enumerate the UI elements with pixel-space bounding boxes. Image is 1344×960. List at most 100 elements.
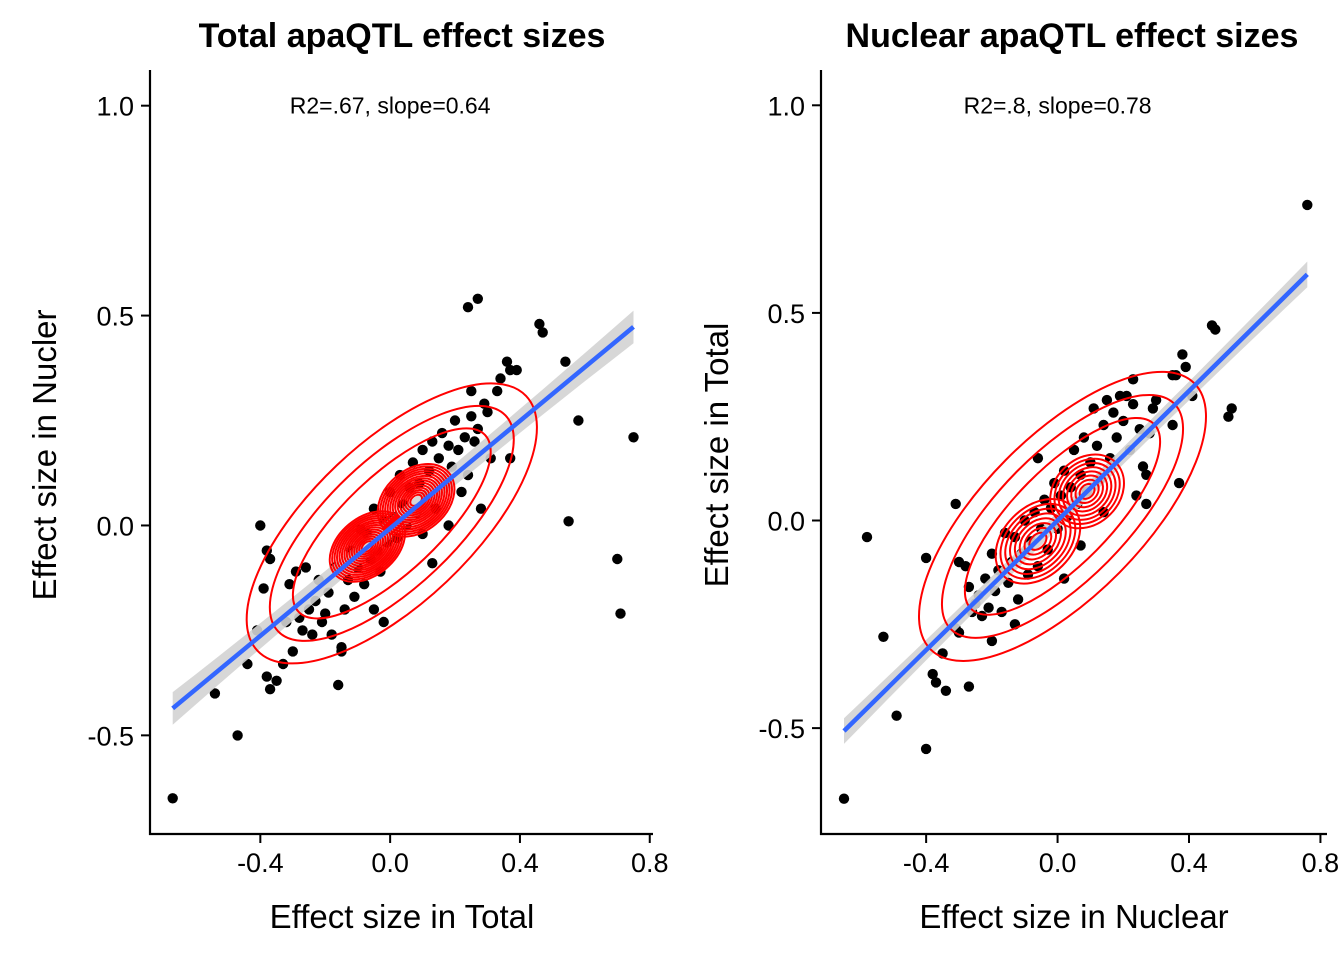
data-point xyxy=(612,553,623,565)
data-point xyxy=(838,793,850,804)
data-point xyxy=(261,671,272,682)
data-point xyxy=(492,385,503,397)
data-point xyxy=(628,432,639,443)
data-point xyxy=(472,293,483,304)
plot-area xyxy=(838,199,1313,804)
data-point xyxy=(1032,453,1044,464)
data-point xyxy=(1210,324,1221,335)
data-point xyxy=(1101,394,1113,406)
data-point xyxy=(1147,403,1159,414)
data-point xyxy=(1141,469,1152,480)
x-tick-label: -0.4 xyxy=(237,848,284,878)
density-contour xyxy=(404,489,428,512)
data-point xyxy=(475,503,487,514)
y-tick-label: -0.5 xyxy=(87,721,134,751)
y-tick-label: 0.5 xyxy=(767,299,805,329)
data-point xyxy=(1141,498,1152,510)
y-tick-label: -0.5 xyxy=(758,714,805,744)
y-tick-label: 1.0 xyxy=(96,92,134,122)
data-point xyxy=(501,356,513,367)
density-contour xyxy=(268,404,515,642)
density-contour xyxy=(391,477,441,524)
data-point xyxy=(1091,440,1103,451)
data-point xyxy=(1068,444,1080,456)
data-point xyxy=(1180,361,1191,373)
data-point xyxy=(449,415,461,426)
x-tick-label: -0.4 xyxy=(903,848,950,878)
density-contour xyxy=(401,486,431,514)
density-contour xyxy=(376,463,456,538)
data-point xyxy=(1019,515,1030,526)
data-point xyxy=(963,681,975,692)
y-axis-title: Effect size in Total xyxy=(698,323,735,588)
data-point xyxy=(563,516,574,527)
density-contour xyxy=(386,472,446,529)
axis-ticks xyxy=(141,104,651,843)
data-point xyxy=(615,608,626,619)
data-point xyxy=(368,604,380,615)
data-point xyxy=(300,562,311,573)
density-contour xyxy=(399,484,433,517)
data-point xyxy=(1137,461,1149,472)
data-point xyxy=(333,679,344,691)
data-point xyxy=(1173,477,1185,489)
regression-line xyxy=(842,272,1309,733)
data-point xyxy=(307,629,318,640)
data-point xyxy=(284,579,295,590)
data-point xyxy=(297,625,308,636)
data-point xyxy=(983,602,994,613)
data-point xyxy=(1127,399,1139,410)
data-point xyxy=(287,646,298,657)
density-contour xyxy=(394,479,438,522)
data-point xyxy=(1098,507,1109,518)
data-point xyxy=(1058,465,1070,476)
regression-line xyxy=(171,325,635,711)
x-tick-label: 0.8 xyxy=(631,848,669,878)
data-point xyxy=(320,608,331,619)
x-tick-label: 0.0 xyxy=(371,848,409,878)
data-point xyxy=(459,432,470,443)
data-point xyxy=(960,561,971,572)
data-point xyxy=(511,364,522,376)
density-contour xyxy=(396,481,436,519)
data-point xyxy=(878,631,889,642)
data-point xyxy=(950,498,961,510)
data-point xyxy=(930,677,942,688)
data-point xyxy=(462,302,474,313)
fit-annotation: R2=.67, slope=0.64 xyxy=(290,93,491,119)
data-point xyxy=(258,583,269,594)
data-point xyxy=(534,318,545,330)
data-point xyxy=(209,688,221,699)
data-point xyxy=(1177,349,1188,360)
data-point xyxy=(466,411,477,422)
data-point xyxy=(264,684,276,695)
data-point xyxy=(349,591,360,602)
density-contour xyxy=(384,470,448,531)
data-point xyxy=(861,531,873,543)
data-point xyxy=(255,520,266,531)
x-axis-title: Effect size in Nuclear xyxy=(919,898,1228,935)
density-contour xyxy=(291,427,492,620)
axis-ticks xyxy=(812,104,1322,843)
data-point xyxy=(466,385,477,397)
data-point xyxy=(1226,403,1237,414)
data-point xyxy=(469,436,480,447)
y-tick-label: 0.0 xyxy=(96,511,134,541)
data-point xyxy=(264,553,276,565)
data-point xyxy=(1111,432,1122,443)
panel-total: Total apaQTL effect sizes -0.4 0.0 0.4 0… xyxy=(26,17,669,935)
data-point xyxy=(378,616,389,628)
data-point xyxy=(537,327,548,338)
panel-title: Nuclear apaQTL effect sizes xyxy=(846,17,1299,55)
data-point xyxy=(1223,411,1234,422)
density-contour xyxy=(379,465,453,536)
data-point xyxy=(920,743,932,755)
data-point xyxy=(271,675,282,686)
data-point xyxy=(232,730,243,741)
data-point xyxy=(482,406,493,418)
density-contour xyxy=(389,474,443,526)
data-point xyxy=(443,440,454,451)
panel-nuclear: Nuclear apaQTL effect sizes -0.4 0.0 0.4… xyxy=(698,17,1339,935)
data-point xyxy=(1012,594,1024,605)
